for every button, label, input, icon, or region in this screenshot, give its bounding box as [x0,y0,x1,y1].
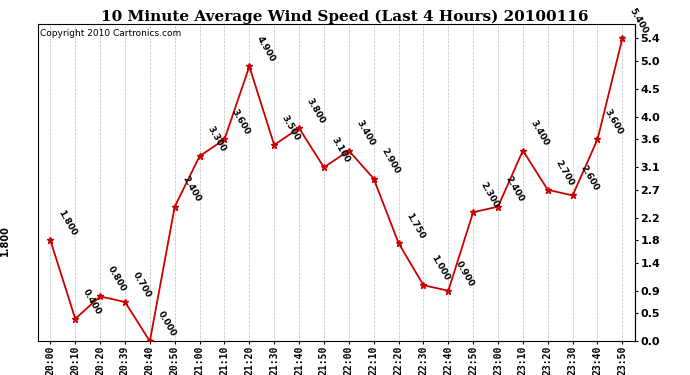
Text: 2.400: 2.400 [504,175,526,204]
Text: 1.800: 1.800 [56,209,78,237]
Text: 2.700: 2.700 [553,158,575,187]
Text: 1.000: 1.000 [429,254,451,282]
Text: Copyright 2010 Cartronics.com: Copyright 2010 Cartronics.com [40,29,181,38]
Text: 3.800: 3.800 [304,96,326,125]
Text: 0.400: 0.400 [81,287,103,316]
Text: 1.750: 1.750 [404,211,426,240]
Text: 2.900: 2.900 [380,147,401,176]
Text: 2.300: 2.300 [479,181,500,210]
Text: 3.500: 3.500 [279,113,302,142]
Text: 0.800: 0.800 [106,265,128,294]
Text: 5.400: 5.400 [628,7,650,36]
Text: 0.700: 0.700 [130,270,152,299]
Text: 3.600: 3.600 [230,108,252,136]
Text: 2.400: 2.400 [180,175,202,204]
Text: 3.100: 3.100 [330,136,351,165]
Text: 3.400: 3.400 [355,119,376,148]
Text: 4.900: 4.900 [255,34,277,64]
Text: 3.600: 3.600 [603,108,625,136]
Text: 2.600: 2.600 [578,164,600,193]
Text: 3.400: 3.400 [529,119,551,148]
Text: 0.900: 0.900 [454,259,475,288]
Text: 10 Minute Average Wind Speed (Last 4 Hours) 20100116: 10 Minute Average Wind Speed (Last 4 Hou… [101,9,589,24]
Text: 3.300: 3.300 [205,124,227,153]
Text: 1.800: 1.800 [0,225,10,256]
Text: 0.000: 0.000 [155,310,177,339]
